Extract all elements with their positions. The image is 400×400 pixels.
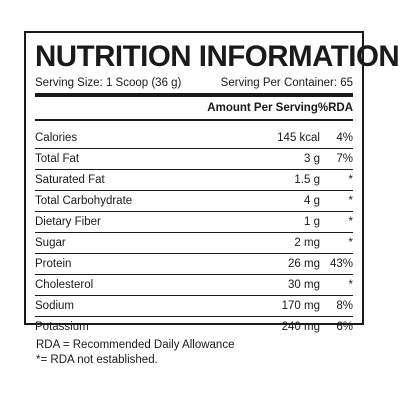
nutrient-name: Sodium	[35, 300, 74, 312]
nutrient-row-saturated-fat: Saturated Fat 1.5 g *	[35, 169, 353, 190]
nutrient-amount: 3 g	[304, 153, 320, 165]
nutrient-name: Sugar	[35, 237, 66, 249]
nutrient-amount: 4 g	[304, 195, 320, 207]
nutrient-amount: 1 g	[304, 216, 320, 228]
servings-per-container: Serving Per Container: 65	[220, 77, 353, 89]
nutrient-amount: 30 mg	[288, 279, 320, 291]
nutrient-rda: 4%	[336, 132, 353, 144]
nutrition-label: NUTRITION INFORMATION Serving Size: 1 Sc…	[24, 31, 400, 333]
nutrient-rda: 8%	[336, 300, 353, 312]
nutrient-rda: 7%	[336, 153, 353, 165]
nutrient-row-dietary-fiber: Dietary Fiber 1 g *	[35, 211, 353, 232]
nutrient-rda: *	[348, 279, 353, 291]
nutrient-rda: *	[348, 174, 353, 186]
nutrient-name: Total Carbohydrate	[35, 195, 133, 207]
column-header: Amount Per Serving %RDA	[35, 97, 353, 119]
header-amount: Amount Per Serving	[207, 102, 318, 114]
header-name	[35, 97, 204, 119]
nutrient-row-protein: Protein 26 mg 43%	[35, 253, 353, 274]
nutrient-name: Cholesterol	[35, 279, 94, 291]
nutrient-rda: 6%	[336, 321, 353, 333]
header-rda: %RDA	[317, 102, 353, 114]
nutrient-name: Saturated Fat	[35, 174, 105, 186]
nutrient-rda: 43%	[329, 258, 353, 270]
serving-size: Serving Size: 1 Scoop (36 g)	[35, 77, 182, 89]
nutrient-amount: 170 mg	[281, 300, 320, 312]
serving-info: Serving Size: 1 Scoop (36 g) Serving Per…	[35, 75, 353, 91]
nutrient-name: Total Fat	[35, 153, 80, 165]
nutrient-amount: 240 mg	[281, 321, 320, 333]
nutrient-rda: *	[348, 216, 353, 228]
nutrient-rda: *	[348, 195, 353, 207]
nutrient-name: Calories	[35, 132, 78, 144]
nutrient-row-potassium: Potassium 240 mg 6%	[35, 316, 353, 337]
nutrient-row-total-fat: Total Fat 3 g 7%	[35, 148, 353, 169]
nutrient-amount: 26 mg	[288, 258, 320, 270]
thick-divider	[35, 93, 353, 97]
nutrient-name: Dietary Fiber	[35, 216, 101, 228]
nutrient-amount: 1.5 g	[294, 174, 320, 186]
nutrient-amount: 2 mg	[294, 237, 320, 249]
nutrient-amount: 145 kcal	[277, 132, 320, 144]
footnote-rda-definition: RDA = Recommended Daily Allowance	[36, 339, 235, 351]
footnote-not-established: *= RDA not established.	[36, 354, 158, 366]
footnotes: RDA = Recommended Daily Allowance *= RDA…	[36, 338, 234, 368]
nutrient-name: Potassium	[35, 321, 89, 333]
nutrient-rda: *	[348, 237, 353, 249]
header-divider	[35, 119, 353, 121]
nutrient-row-sugar: Sugar 2 mg *	[35, 232, 353, 253]
nutrient-name: Protein	[35, 258, 72, 270]
label-title: NUTRITION INFORMATION	[35, 40, 400, 73]
nutrient-row-total-carbohydrate: Total Carbohydrate 4 g *	[35, 190, 353, 211]
nutrient-row-calories: Calories 145 kcal 4%	[35, 128, 353, 148]
nutrient-row-sodium: Sodium 170 mg 8%	[35, 295, 353, 316]
nutrient-row-cholesterol: Cholesterol 30 mg *	[35, 274, 353, 295]
